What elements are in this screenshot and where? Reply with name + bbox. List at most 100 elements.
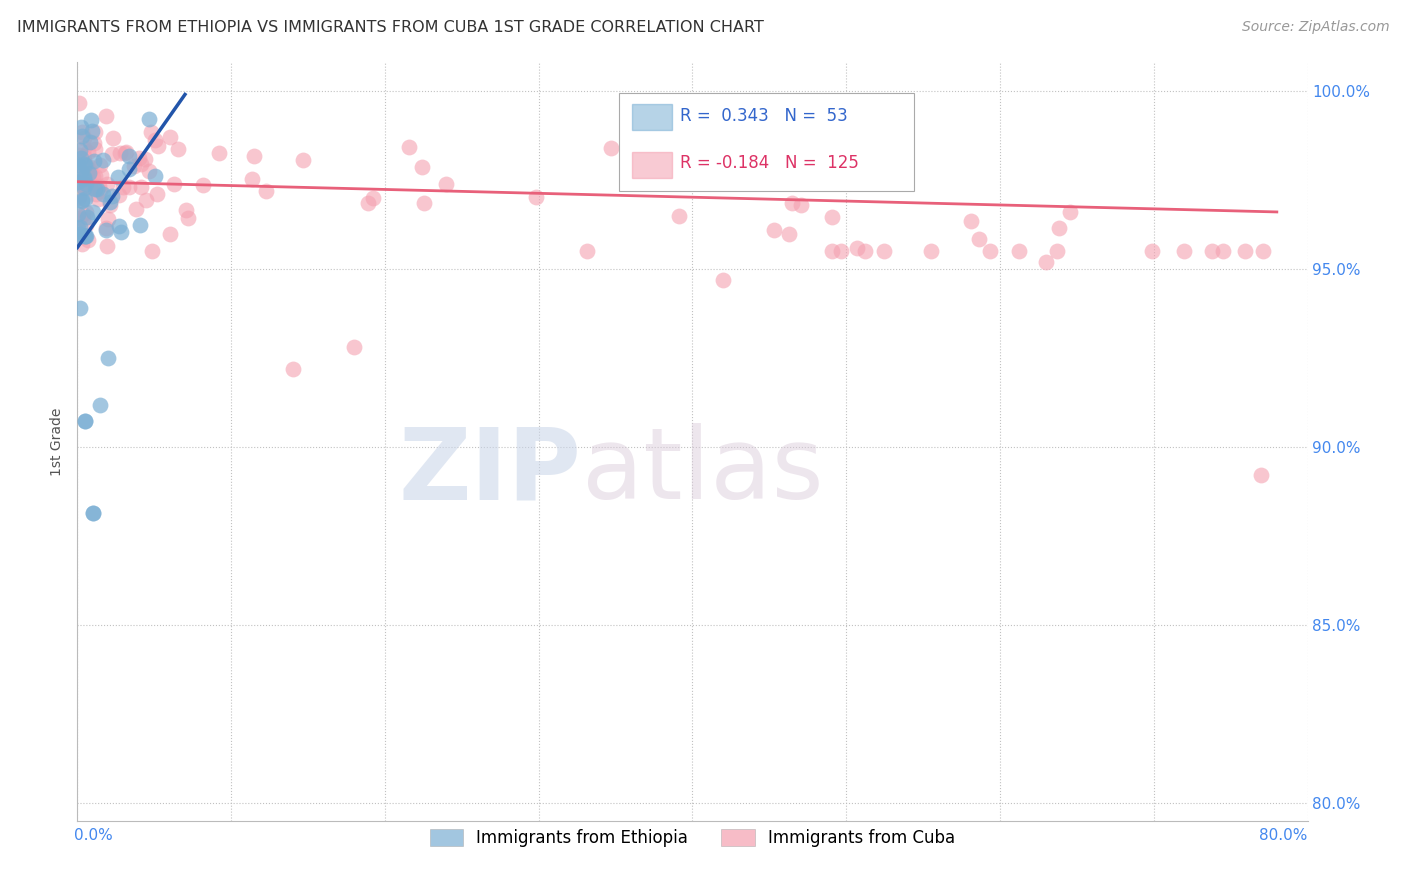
Point bbox=[118, 179, 141, 194]
Point bbox=[67, 95, 90, 110]
Point bbox=[107, 169, 129, 184]
Point bbox=[413, 196, 436, 211]
Point bbox=[145, 187, 167, 202]
Point bbox=[87, 192, 110, 206]
Point bbox=[87, 178, 110, 193]
Point bbox=[94, 221, 117, 235]
Point bbox=[73, 141, 96, 155]
Point bbox=[72, 149, 94, 163]
Point bbox=[112, 180, 135, 194]
Point bbox=[682, 162, 704, 177]
Point bbox=[76, 210, 98, 224]
Point bbox=[208, 145, 231, 160]
Point bbox=[86, 182, 108, 196]
Point bbox=[84, 142, 107, 156]
Point bbox=[79, 160, 101, 174]
Point bbox=[67, 175, 90, 189]
Point bbox=[100, 147, 122, 161]
Point bbox=[166, 142, 188, 156]
Text: atlas: atlas bbox=[582, 424, 824, 520]
Point bbox=[100, 189, 122, 203]
Point bbox=[73, 229, 96, 244]
Point bbox=[356, 195, 378, 210]
Point bbox=[73, 157, 96, 171]
Point bbox=[1212, 244, 1234, 259]
Point bbox=[67, 190, 90, 204]
Point bbox=[69, 301, 91, 315]
Point bbox=[67, 190, 90, 204]
Text: 0.0%: 0.0% bbox=[73, 829, 112, 843]
Point bbox=[343, 340, 366, 354]
Point bbox=[1250, 468, 1272, 483]
Point bbox=[110, 146, 132, 161]
Point bbox=[82, 169, 104, 184]
Point bbox=[103, 131, 125, 145]
Point bbox=[67, 148, 90, 162]
Point bbox=[118, 148, 141, 162]
Point bbox=[97, 351, 120, 366]
Point bbox=[72, 193, 94, 207]
Point bbox=[108, 219, 131, 233]
Point bbox=[143, 169, 166, 184]
Point bbox=[873, 244, 896, 259]
Point bbox=[97, 211, 120, 226]
Point bbox=[114, 145, 136, 160]
FancyBboxPatch shape bbox=[619, 93, 914, 191]
Point bbox=[434, 178, 457, 192]
Point bbox=[830, 244, 852, 259]
Point bbox=[83, 136, 105, 150]
Point bbox=[73, 174, 96, 188]
Point bbox=[76, 161, 98, 175]
Point bbox=[361, 191, 384, 205]
Point bbox=[959, 213, 981, 227]
Point bbox=[83, 169, 105, 183]
Point bbox=[67, 169, 90, 183]
Point bbox=[1046, 244, 1069, 259]
Point bbox=[83, 125, 105, 139]
Point bbox=[89, 157, 111, 171]
Point bbox=[69, 211, 91, 226]
FancyBboxPatch shape bbox=[633, 152, 672, 178]
Point bbox=[77, 145, 100, 159]
Point bbox=[75, 229, 97, 244]
Text: 80.0%: 80.0% bbox=[1260, 829, 1308, 843]
Point bbox=[82, 124, 104, 138]
Point bbox=[79, 181, 101, 195]
Point bbox=[159, 227, 181, 241]
Point bbox=[96, 239, 118, 253]
Point bbox=[1059, 205, 1081, 219]
Point bbox=[762, 223, 785, 237]
Point bbox=[72, 237, 94, 252]
Point bbox=[599, 141, 621, 155]
Point bbox=[70, 120, 93, 135]
Point bbox=[254, 184, 277, 198]
Point bbox=[134, 152, 156, 166]
Point bbox=[790, 198, 813, 212]
Point bbox=[398, 140, 420, 154]
Point bbox=[69, 177, 91, 191]
Point bbox=[70, 163, 93, 178]
Point bbox=[1201, 244, 1223, 259]
Point bbox=[711, 272, 734, 286]
Point bbox=[72, 207, 94, 221]
Point bbox=[146, 138, 169, 153]
Point bbox=[98, 198, 121, 212]
Point bbox=[1008, 244, 1031, 259]
Point bbox=[138, 163, 160, 178]
Point bbox=[575, 244, 598, 259]
Point bbox=[67, 158, 90, 172]
Point bbox=[72, 172, 94, 186]
Point bbox=[73, 170, 96, 185]
Point bbox=[820, 244, 842, 259]
Point bbox=[80, 113, 103, 128]
Point bbox=[129, 219, 152, 233]
Point bbox=[67, 174, 90, 188]
Point bbox=[129, 180, 152, 194]
Point bbox=[73, 181, 96, 195]
Point bbox=[69, 227, 91, 241]
Point bbox=[69, 151, 91, 165]
Point bbox=[135, 193, 157, 207]
Point bbox=[82, 506, 104, 520]
Point bbox=[70, 125, 93, 139]
Point bbox=[72, 194, 94, 208]
